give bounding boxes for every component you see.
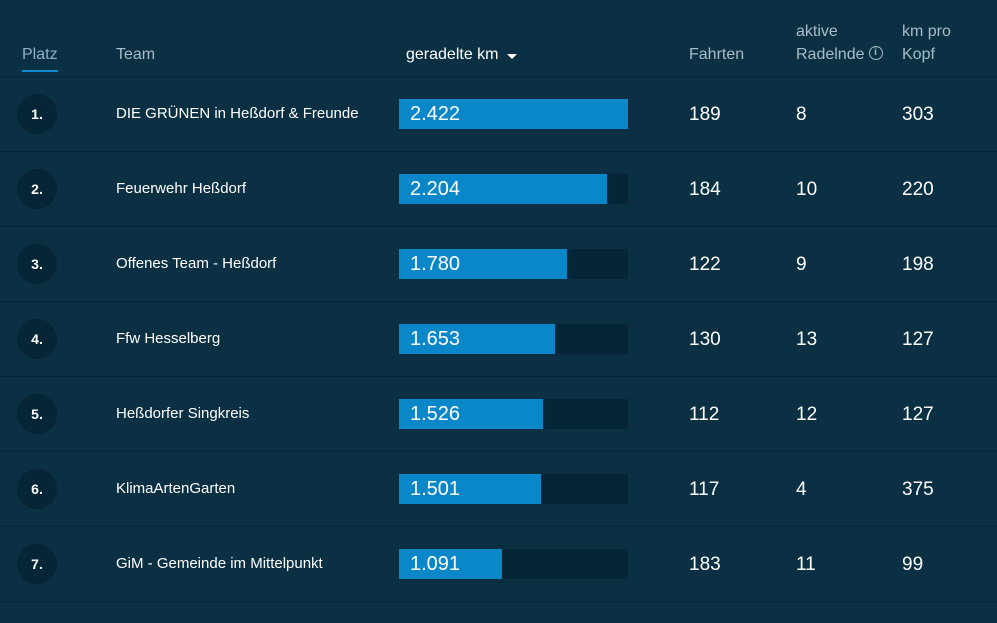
km-value: 1.653 [410,328,461,350]
column-header-platz[interactable]: Platz [22,46,58,63]
km-bar-fill [399,399,543,429]
km-bar-track: 2.204 [399,174,628,204]
table-row[interactable]: 3. Offenes Team - Heßdorf 1.780 122 9 198 [0,227,997,302]
km-bar-fill [399,324,555,354]
km-pro-kopf-value: 198 [902,254,934,275]
rank-badge: 6. [17,469,57,509]
km-pro-kopf-value: 99 [902,554,924,575]
team-name[interactable]: Ffw Hesselberg [116,330,221,347]
km-pro-kopf-value: 127 [902,329,934,350]
aktive-radelnde-value: 10 [796,179,818,200]
km-value: 1.501 [410,478,461,500]
active-column-underline [22,70,58,72]
km-bar-track: 1.526 [399,399,628,429]
aktive-radelnde-value: 4 [796,479,807,500]
aktive-radelnde-value: 11 [796,554,816,575]
km-bar-fill [399,549,502,579]
table-header: Platz Team geradelte km Fahrten aktive Ra… [0,0,997,77]
table-body: 1. DIE GRÜNEN in Heßdorf & Freunde 2.422 18… [0,77,997,602]
fahrten-value: 183 [689,554,721,575]
km-bar-track: 1.501 [399,474,628,504]
fahrten-value: 112 [689,404,720,425]
column-header-aktive-line1: aktive [796,23,838,40]
rank-badge: 3. [17,244,57,284]
team-name[interactable]: Offenes Team - Heßdorf [116,255,277,272]
column-header-km-label: geradelte km [406,46,499,63]
km-value: 2.204 [410,178,461,200]
rank-badge: 7. [17,544,57,584]
table-row[interactable]: 2. Feuerwehr Heßdorf 2.204 184 10 220 [0,152,997,227]
aktive-radelnde-value: 9 [796,254,807,275]
column-header-km-pro-kopf[interactable]: km pro Kopf [902,20,951,66]
km-bar-track: 1.780 [399,249,628,279]
km-value: 2.422 [410,103,461,125]
table-row[interactable]: 7. GiM - Gemeinde im Mittelpunkt 1.091 183 1… [0,527,997,602]
rank-badge: 2. [17,169,57,209]
fahrten-value: 189 [689,104,721,125]
column-header-fahrten[interactable]: Fahrten [689,46,745,63]
fahrten-value: 130 [689,329,721,350]
km-bar-track: 1.653 [399,324,628,354]
rank-badge: 5. [17,394,57,434]
team-name[interactable]: KlimaArtenGarten [116,480,236,497]
km-value: 1.780 [410,253,461,275]
fahrten-value: 117 [689,479,720,500]
rank-badge: 1. [17,94,57,134]
km-pro-kopf-value: 220 [902,179,934,200]
sort-descending-icon [506,54,517,60]
km-pro-kopf-value: 303 [902,104,934,125]
km-value: 1.091 [410,553,461,575]
aktive-radelnde-value: 13 [796,329,818,350]
table-row[interactable]: 6. KlimaArtenGarten 1.501 117 4 375 [0,452,997,527]
table-row[interactable]: 4. Ffw Hesselberg 1.653 130 13 127 [0,302,997,377]
team-name[interactable]: GiM - Gemeinde im Mittelpunkt [116,555,323,572]
column-header-aktive-line2: Radelnde [796,46,865,63]
km-pro-kopf-value: 127 [902,404,934,425]
column-header-kmpro-line1: km pro [902,23,951,40]
team-name[interactable]: Feuerwehr Heßdorf [116,180,247,197]
team-name[interactable]: Heßdorfer Singkreis [116,405,250,422]
km-bar-track: 1.091 [399,549,628,579]
fahrten-value: 122 [689,254,721,275]
km-pro-kopf-value: 375 [902,479,934,500]
table-row[interactable]: 5. Heßdorfer Singkreis 1.526 112 12 127 [0,377,997,452]
team-name[interactable]: DIE GRÜNEN in Heßdorf & Freunde [116,105,359,122]
km-bar-fill [399,474,541,504]
aktive-radelnde-value: 12 [796,404,818,425]
column-header-aktive-radelnde[interactable]: aktive Radelnde i [796,20,883,66]
km-bar-fill [399,249,567,279]
table-row[interactable]: 1. DIE GRÜNEN in Heßdorf & Freunde 2.422 18… [0,77,997,152]
column-header-km[interactable]: geradelte km [406,43,517,66]
info-icon[interactable]: i [868,45,883,60]
aktive-radelnde-value: 8 [796,104,807,125]
column-header-kmpro-line2: Kopf [902,46,935,63]
km-bar-track: 2.422 [399,99,628,129]
km-value: 1.526 [410,403,461,425]
km-bar-fill [399,174,607,204]
fahrten-value: 184 [689,179,721,200]
column-header-team[interactable]: Team [116,46,156,63]
km-bar-fill [399,99,628,129]
rank-badge: 4. [17,319,57,359]
